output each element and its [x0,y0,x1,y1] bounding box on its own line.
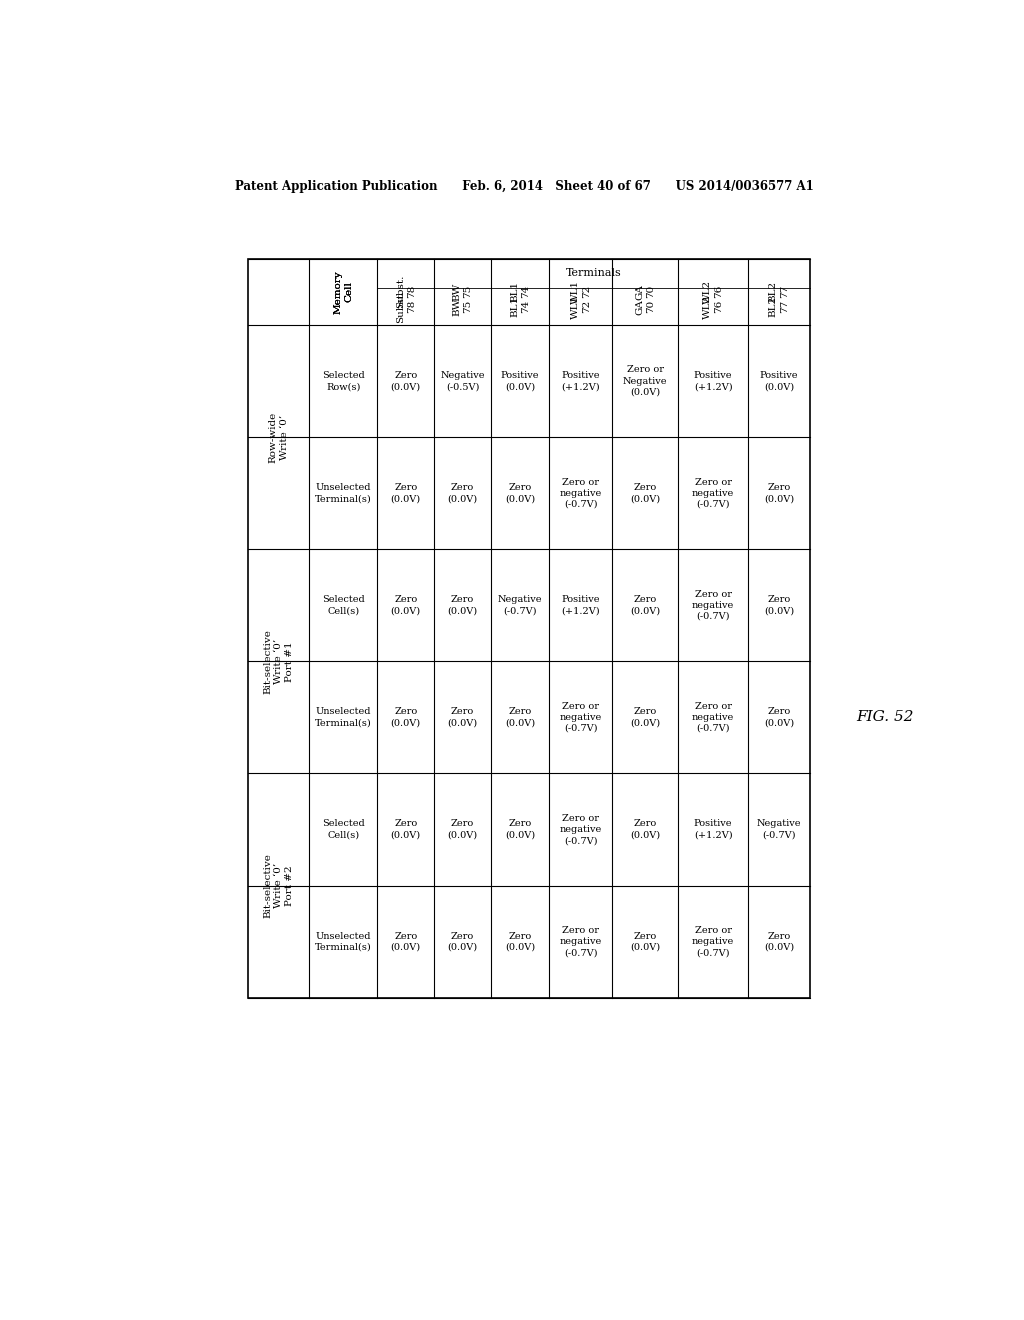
Text: Zero
(0.0V): Zero (0.0V) [764,708,794,727]
Text: Memory
Cell: Memory Cell [334,271,353,314]
Text: Zero
(0.0V): Zero (0.0V) [630,595,660,615]
Text: Zero or
negative
(-0.7V): Zero or negative (-0.7V) [559,702,602,733]
Text: Unselected
Terminal(s): Unselected Terminal(s) [315,483,372,503]
Text: GA
70: GA 70 [635,284,655,300]
Text: Zero
(0.0V): Zero (0.0V) [390,708,421,727]
Text: WL1
72: WL1 72 [570,294,591,319]
Text: Zero
(0.0V): Zero (0.0V) [630,820,660,840]
Text: BW
75: BW 75 [453,282,473,301]
Text: BW
75: BW 75 [453,297,473,315]
Text: Positive
(+1.2V): Positive (+1.2V) [561,371,600,391]
Text: Subst.
78: Subst. 78 [395,290,416,323]
Text: Memory
Cell: Memory Cell [334,271,353,314]
Text: Bit-selective
Write ‘0’
Port #1: Bit-selective Write ‘0’ Port #1 [263,628,295,694]
Text: Zero
(0.0V): Zero (0.0V) [390,932,421,952]
Text: WL2
76: WL2 76 [703,280,723,304]
Text: GA
70: GA 70 [635,298,655,314]
Text: Zero
(0.0V): Zero (0.0V) [505,932,536,952]
Text: Row-wide
Write ‘0’: Row-wide Write ‘0’ [268,412,289,463]
Text: Negative
(-0.7V): Negative (-0.7V) [498,595,543,615]
Text: Zero or
negative
(-0.7V): Zero or negative (-0.7V) [559,478,602,508]
Text: BL2
77: BL2 77 [769,281,790,302]
Text: Zero
(0.0V): Zero (0.0V) [764,932,794,952]
Text: Zero
(0.0V): Zero (0.0V) [390,371,421,391]
Text: Selected
Row(s): Selected Row(s) [322,371,365,391]
Text: Zero or
negative
(-0.7V): Zero or negative (-0.7V) [692,590,734,620]
Text: BL1
74: BL1 74 [510,296,530,317]
Text: Zero or
negative
(-0.7V): Zero or negative (-0.7V) [692,478,734,508]
Text: Zero
(0.0V): Zero (0.0V) [764,595,794,615]
Text: BL1
74: BL1 74 [510,281,530,302]
Text: Zero
(0.0V): Zero (0.0V) [505,820,536,840]
Text: Negative
(-0.7V): Negative (-0.7V) [757,820,801,840]
Text: Zero
(0.0V): Zero (0.0V) [447,595,477,615]
Text: Selected
Cell(s): Selected Cell(s) [322,820,365,840]
Text: Zero or
negative
(-0.7V): Zero or negative (-0.7V) [559,927,602,957]
Text: Zero or
negative
(-0.7V): Zero or negative (-0.7V) [559,814,602,845]
Bar [248,259,810,998]
Text: Zero
(0.0V): Zero (0.0V) [447,708,477,727]
Text: Patent Application Publication      Feb. 6, 2014   Sheet 40 of 67      US 2014/0: Patent Application Publication Feb. 6, 2… [236,181,814,194]
Text: Zero
(0.0V): Zero (0.0V) [390,483,421,503]
Text: Zero or
negative
(-0.7V): Zero or negative (-0.7V) [692,702,734,733]
Text: Zero
(0.0V): Zero (0.0V) [505,483,536,503]
Text: Zero
(0.0V): Zero (0.0V) [630,483,660,503]
Text: Zero
(0.0V): Zero (0.0V) [390,820,421,840]
Text: Zero or
Negative
(0.0V): Zero or Negative (0.0V) [623,366,668,397]
Text: Positive
(+1.2V): Positive (+1.2V) [561,595,600,615]
Text: Subst.
78: Subst. 78 [395,275,416,309]
Text: FIG. 52: FIG. 52 [856,710,914,725]
Text: Negative
(-0.5V): Negative (-0.5V) [440,371,484,391]
Text: Zero
(0.0V): Zero (0.0V) [390,595,421,615]
Text: Selected
Cell(s): Selected Cell(s) [322,595,365,615]
Text: Zero or
negative
(-0.7V): Zero or negative (-0.7V) [692,927,734,957]
Text: Bit-selective
Write ‘0’
Port #2: Bit-selective Write ‘0’ Port #2 [263,853,295,917]
Text: Zero
(0.0V): Zero (0.0V) [630,932,660,952]
Text: Zero
(0.0V): Zero (0.0V) [764,483,794,503]
Text: Terminals: Terminals [566,268,622,279]
Text: Zero
(0.0V): Zero (0.0V) [447,932,477,952]
Text: Zero
(0.0V): Zero (0.0V) [447,820,477,840]
Text: WL1
72: WL1 72 [570,280,591,304]
Text: WL2
76: WL2 76 [703,294,723,319]
Text: BL2
77: BL2 77 [769,296,790,317]
Text: Unselected
Terminal(s): Unselected Terminal(s) [315,708,372,727]
Text: Unselected
Terminal(s): Unselected Terminal(s) [315,932,372,952]
Text: Zero
(0.0V): Zero (0.0V) [630,708,660,727]
Text: Zero
(0.0V): Zero (0.0V) [505,708,536,727]
Text: Positive
(+1.2V): Positive (+1.2V) [694,371,732,391]
Text: Zero
(0.0V): Zero (0.0V) [447,483,477,503]
Text: Memory
Cell: Memory Cell [334,271,353,314]
Text: Positive
(+1.2V): Positive (+1.2V) [694,820,732,840]
Text: Positive
(0.0V): Positive (0.0V) [760,371,799,391]
Text: Positive
(0.0V): Positive (0.0V) [501,371,540,391]
